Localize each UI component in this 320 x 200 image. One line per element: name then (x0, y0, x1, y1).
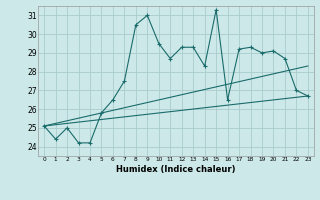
X-axis label: Humidex (Indice chaleur): Humidex (Indice chaleur) (116, 165, 236, 174)
